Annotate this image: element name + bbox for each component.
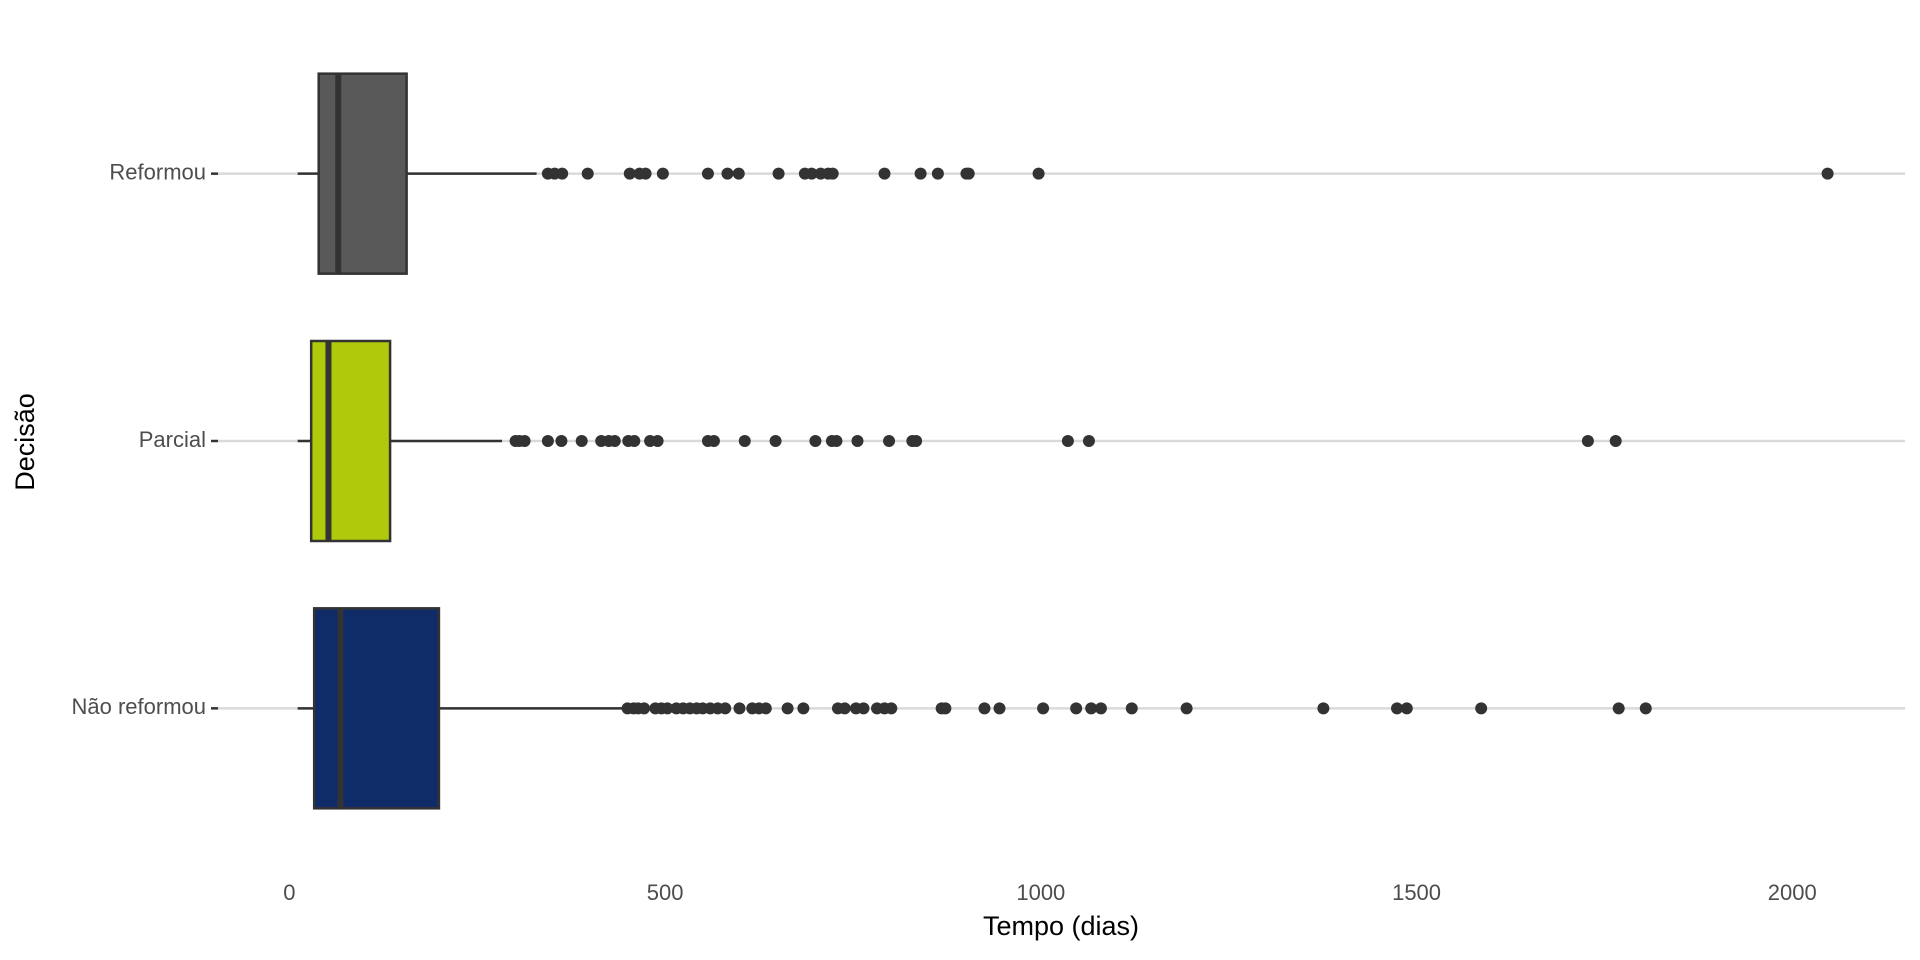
outlier: [1391, 702, 1404, 715]
x-tick-label: 1500: [1392, 880, 1441, 905]
x-tick-label: 0: [283, 880, 295, 905]
outlier: [1612, 702, 1625, 715]
y-tick-label: Reformou: [109, 159, 206, 184]
outlier: [1581, 435, 1594, 447]
y-tick-label: Parcial: [139, 427, 206, 452]
box: [309, 339, 392, 543]
box: [312, 607, 441, 810]
outlier: [651, 435, 664, 447]
outlier: [805, 167, 818, 180]
outlier: [1061, 435, 1074, 447]
outlier: [857, 702, 870, 715]
outlier: [1125, 702, 1138, 715]
outlier: [661, 702, 674, 715]
outlier: [721, 167, 734, 180]
outlier: [885, 702, 898, 715]
y-tick-label: Não reformou: [71, 694, 206, 719]
outlier: [914, 167, 927, 180]
outlier: [939, 702, 952, 715]
outlier: [628, 435, 641, 447]
outlier: [1317, 702, 1330, 715]
x-axis-title: Tempo (dias): [983, 911, 1139, 941]
outlier: [781, 702, 794, 715]
outlier: [878, 167, 891, 180]
outlier: [1094, 702, 1107, 715]
outlier: [830, 435, 843, 447]
outlier: [608, 435, 621, 447]
outlier: [1639, 702, 1652, 715]
x-tick-label: 500: [647, 880, 684, 905]
outlier: [797, 702, 810, 715]
outlier: [851, 435, 864, 447]
x-tick-label: 1000: [1016, 880, 1065, 905]
outlier: [1082, 435, 1095, 447]
outlier: [1609, 435, 1622, 447]
outlier: [1032, 167, 1045, 180]
outlier: [581, 167, 594, 180]
outlier: [769, 435, 782, 447]
outlier: [962, 167, 975, 180]
outlier: [719, 702, 732, 715]
outlier: [639, 167, 652, 180]
outlier: [556, 167, 569, 180]
outlier: [1085, 702, 1098, 715]
outlier: [1037, 702, 1050, 715]
outlier: [541, 435, 554, 447]
outlier: [809, 435, 822, 447]
outlier: [701, 167, 714, 180]
outlier: [1475, 702, 1488, 715]
outlier: [826, 167, 839, 180]
outlier: [656, 167, 669, 180]
outlier: [1180, 702, 1193, 715]
outlier: [978, 702, 991, 715]
outlier: [993, 702, 1006, 715]
y-axis-title: Decisão: [10, 393, 40, 491]
outlier: [575, 435, 588, 447]
outlier: [838, 702, 851, 715]
box: [317, 72, 408, 275]
outlier: [1400, 702, 1413, 715]
outlier: [638, 702, 651, 715]
outlier: [910, 435, 923, 447]
outlier: [738, 435, 751, 447]
x-tick-label: 2000: [1768, 880, 1817, 905]
outlier: [759, 702, 772, 715]
outlier: [555, 435, 568, 447]
outlier: [623, 167, 636, 180]
outlier: [883, 435, 896, 447]
outlier: [733, 702, 746, 715]
outlier: [518, 435, 531, 447]
outlier: [732, 167, 745, 180]
outlier: [931, 167, 944, 180]
outlier: [1821, 167, 1834, 180]
outlier: [1070, 702, 1083, 715]
outlier: [707, 435, 720, 447]
outlier: [772, 167, 785, 180]
